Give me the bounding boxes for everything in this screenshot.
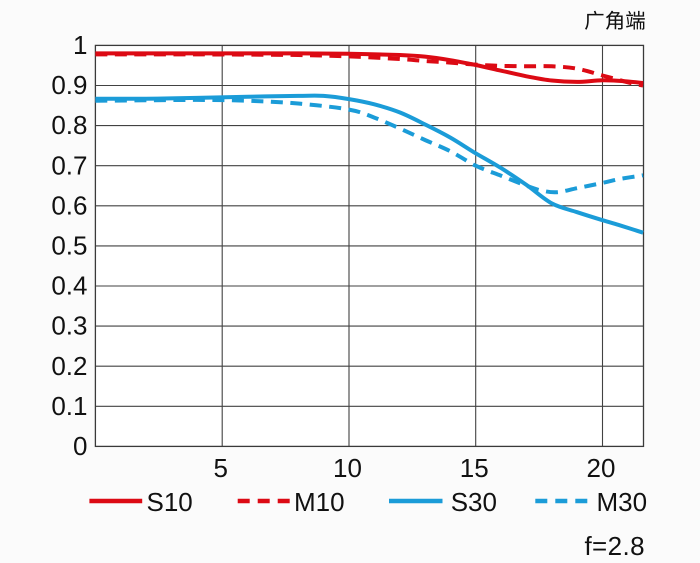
- svg-text:0.5: 0.5: [51, 231, 87, 261]
- svg-text:0: 0: [73, 431, 87, 461]
- svg-text:20: 20: [587, 453, 616, 483]
- svg-text:M30: M30: [597, 487, 648, 517]
- svg-text:0.2: 0.2: [51, 351, 87, 381]
- svg-text:10: 10: [333, 453, 362, 483]
- svg-text:M10: M10: [294, 487, 345, 517]
- svg-text:0.6: 0.6: [51, 190, 87, 220]
- svg-text:5: 5: [213, 453, 227, 483]
- svg-text:0.9: 0.9: [51, 70, 87, 100]
- svg-text:15: 15: [460, 453, 489, 483]
- svg-text:0.8: 0.8: [51, 110, 87, 140]
- svg-text:0.3: 0.3: [51, 311, 87, 341]
- svg-text:S10: S10: [147, 487, 193, 517]
- svg-text:1: 1: [73, 30, 87, 60]
- svg-text:0.4: 0.4: [51, 271, 87, 301]
- svg-text:S30: S30: [451, 487, 497, 517]
- svg-text:0.1: 0.1: [51, 391, 87, 421]
- svg-text:0.7: 0.7: [51, 150, 87, 180]
- svg-text:f=2.8: f=2.8: [584, 531, 645, 561]
